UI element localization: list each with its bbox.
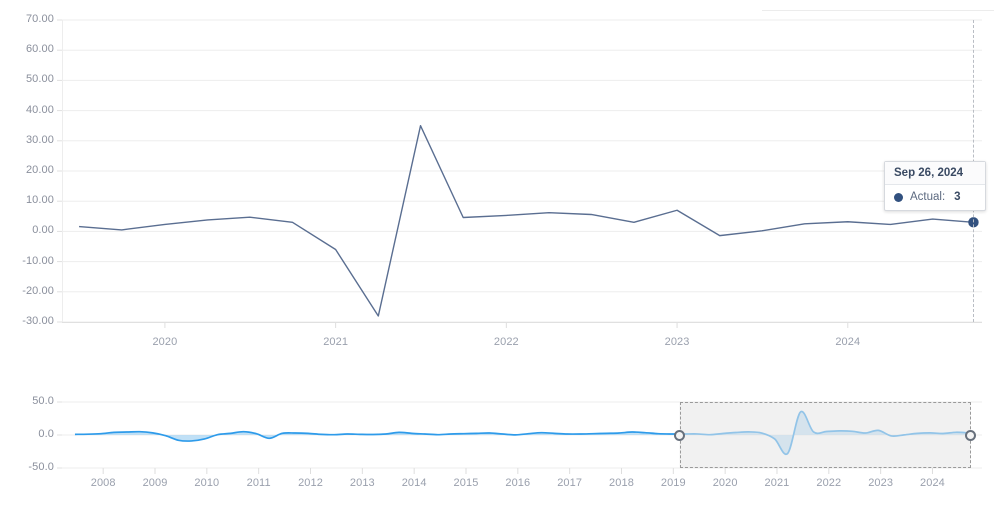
main-y-tick-label: 20.00	[25, 164, 54, 176]
navigator-selected-mask	[679, 402, 971, 468]
navigator-y-tick-label: 0.0	[38, 428, 54, 440]
navigator-x-tick-label-2024: 2024	[920, 477, 945, 489]
main-y-tick-label: 30.00	[25, 133, 54, 146]
main-y-tick-label: -30.00	[22, 315, 54, 327]
main-x-tick-label-2020: 2020	[152, 336, 178, 348]
navigator-y-tick-label: -50.0	[28, 461, 54, 473]
navigator-x-tick-label-2008: 2008	[90, 477, 116, 489]
navigator-x-tick-label-2017: 2017	[557, 477, 583, 489]
main-gridlines	[57, 19, 982, 323]
navigator-x-tick-label-2014: 2014	[401, 477, 427, 489]
navigator-x-tick-label-2018: 2018	[609, 477, 634, 489]
main-y-tick-label: -10.00	[22, 254, 54, 267]
main-y-tick-label: -20.00	[22, 284, 54, 297]
main-y-tick-label: 10.00	[25, 194, 54, 207]
navigator-x-tick-label-2016: 2016	[505, 477, 531, 489]
main-x-tick-label-2022: 2022	[493, 336, 519, 348]
navigator-plot[interactable]	[0, 390, 996, 510]
series-color-dot-icon	[894, 192, 903, 202]
main-y-tick-label: 40.00	[25, 103, 54, 116]
navigator-x-tick-label-2013: 2013	[349, 477, 375, 489]
main-y-tick-label: 70.00	[25, 13, 54, 25]
navigator-x-tick-label-2010: 2010	[194, 477, 220, 489]
navigator-x-tick-label-2023: 2023	[868, 477, 894, 489]
tooltip-date: Sep 26, 2024	[885, 162, 985, 185]
navigator-x-tick-label-2015: 2015	[453, 477, 479, 489]
main-chart-plot[interactable]	[0, 0, 996, 360]
main-y-tick-label: 50.00	[25, 73, 54, 86]
chart-tooltip: Sep 26, 2024 Actual: 3	[884, 161, 986, 211]
navigator-x-tick-label-2012: 2012	[298, 477, 323, 489]
main-y-tick-label: 0.00	[32, 224, 54, 237]
main-series-line	[79, 125, 974, 317]
tooltip-series-label: Actual:	[910, 191, 946, 203]
main-x-tick-label-2023: 2023	[664, 336, 690, 348]
navigator-y-tick-label: 50.0	[32, 395, 54, 407]
navigator-x-tick-label-2020: 2020	[712, 477, 738, 489]
main-x-tick-label-2024: 2024	[835, 336, 861, 348]
main-x-ticks	[62, 322, 982, 328]
tooltip-row: Actual: 3	[885, 185, 985, 210]
navigator-x-tick-label-2019: 2019	[660, 477, 686, 489]
navigator-x-tick-label-2022: 2022	[816, 477, 842, 489]
navigator-handle-right[interactable]	[965, 429, 977, 441]
main-y-tick-label: 60.00	[25, 43, 54, 56]
top-toolbar-strip	[762, 1, 994, 11]
navigator-x-tick-label-2011: 2011	[246, 477, 271, 489]
navigator-handle-left[interactable]	[674, 429, 686, 441]
main-x-tick-label-2021: 2021	[323, 336, 349, 348]
tooltip-series-value: 3	[954, 191, 961, 203]
navigator-x-tick-label-2009: 2009	[142, 477, 168, 489]
navigator-x-tick-label-2021: 2021	[764, 477, 790, 489]
